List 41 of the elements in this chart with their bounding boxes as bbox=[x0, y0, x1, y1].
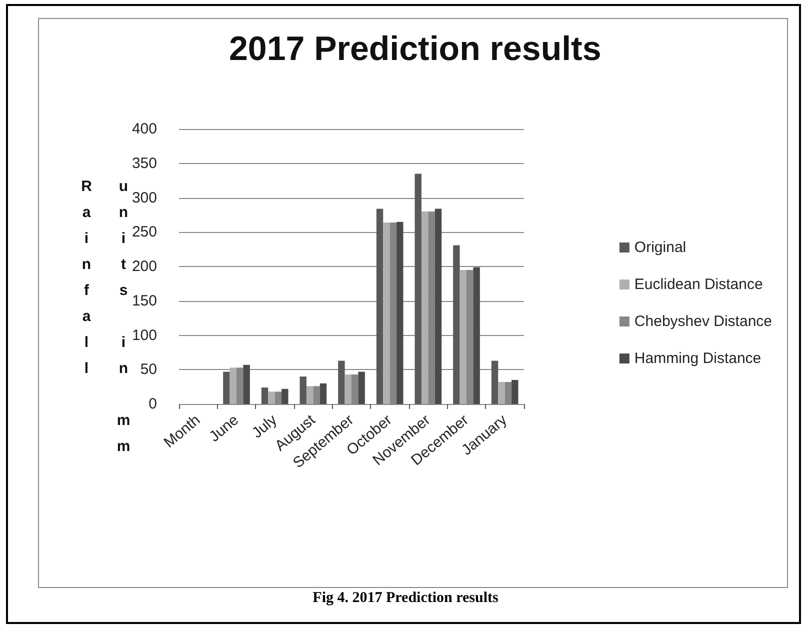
bar bbox=[453, 245, 460, 404]
bar bbox=[414, 174, 422, 404]
bar bbox=[473, 267, 480, 404]
y-tick-label: 400 bbox=[132, 120, 157, 138]
bar bbox=[261, 388, 268, 404]
bar bbox=[300, 376, 306, 404]
y-tick-label: 100 bbox=[132, 326, 157, 344]
caption: Fig 4. 2017 Prediction results bbox=[312, 590, 500, 607]
legend-label: Euclidean Distance bbox=[634, 276, 763, 293]
y-tick-label: 350 bbox=[132, 154, 157, 172]
bar bbox=[344, 374, 352, 404]
bar bbox=[338, 360, 345, 404]
bar bbox=[421, 212, 428, 404]
y-tick-label: 0 bbox=[148, 396, 157, 412]
bar bbox=[396, 222, 404, 404]
bar bbox=[491, 360, 498, 404]
bar bbox=[223, 372, 230, 404]
y-tick-label: 300 bbox=[132, 189, 157, 206]
bar bbox=[268, 392, 275, 404]
legend-label: Original bbox=[634, 239, 686, 256]
bar bbox=[434, 208, 442, 404]
x-tick-label: June bbox=[206, 411, 242, 446]
bar bbox=[498, 382, 505, 404]
bar bbox=[282, 388, 288, 404]
bar bbox=[376, 208, 384, 404]
bar bbox=[460, 270, 466, 404]
y-tick-label: 50 bbox=[140, 361, 157, 378]
bar bbox=[230, 368, 236, 404]
y-tick-label: 200 bbox=[132, 258, 157, 275]
bar bbox=[383, 222, 390, 404]
bar bbox=[512, 380, 518, 404]
bar bbox=[320, 383, 327, 404]
legend-label: Chebyshev Distance bbox=[634, 313, 772, 330]
y-tick-label: 150 bbox=[132, 292, 157, 310]
bar bbox=[358, 372, 365, 404]
chart-title: 2017 Prediction results bbox=[229, 30, 602, 68]
y-tick-label: 250 bbox=[132, 224, 157, 241]
text: Rainfall units in mm bbox=[78, 178, 132, 464]
bar bbox=[243, 364, 250, 404]
bar bbox=[306, 386, 314, 404]
legend-label: Hamming Distance bbox=[634, 350, 762, 367]
